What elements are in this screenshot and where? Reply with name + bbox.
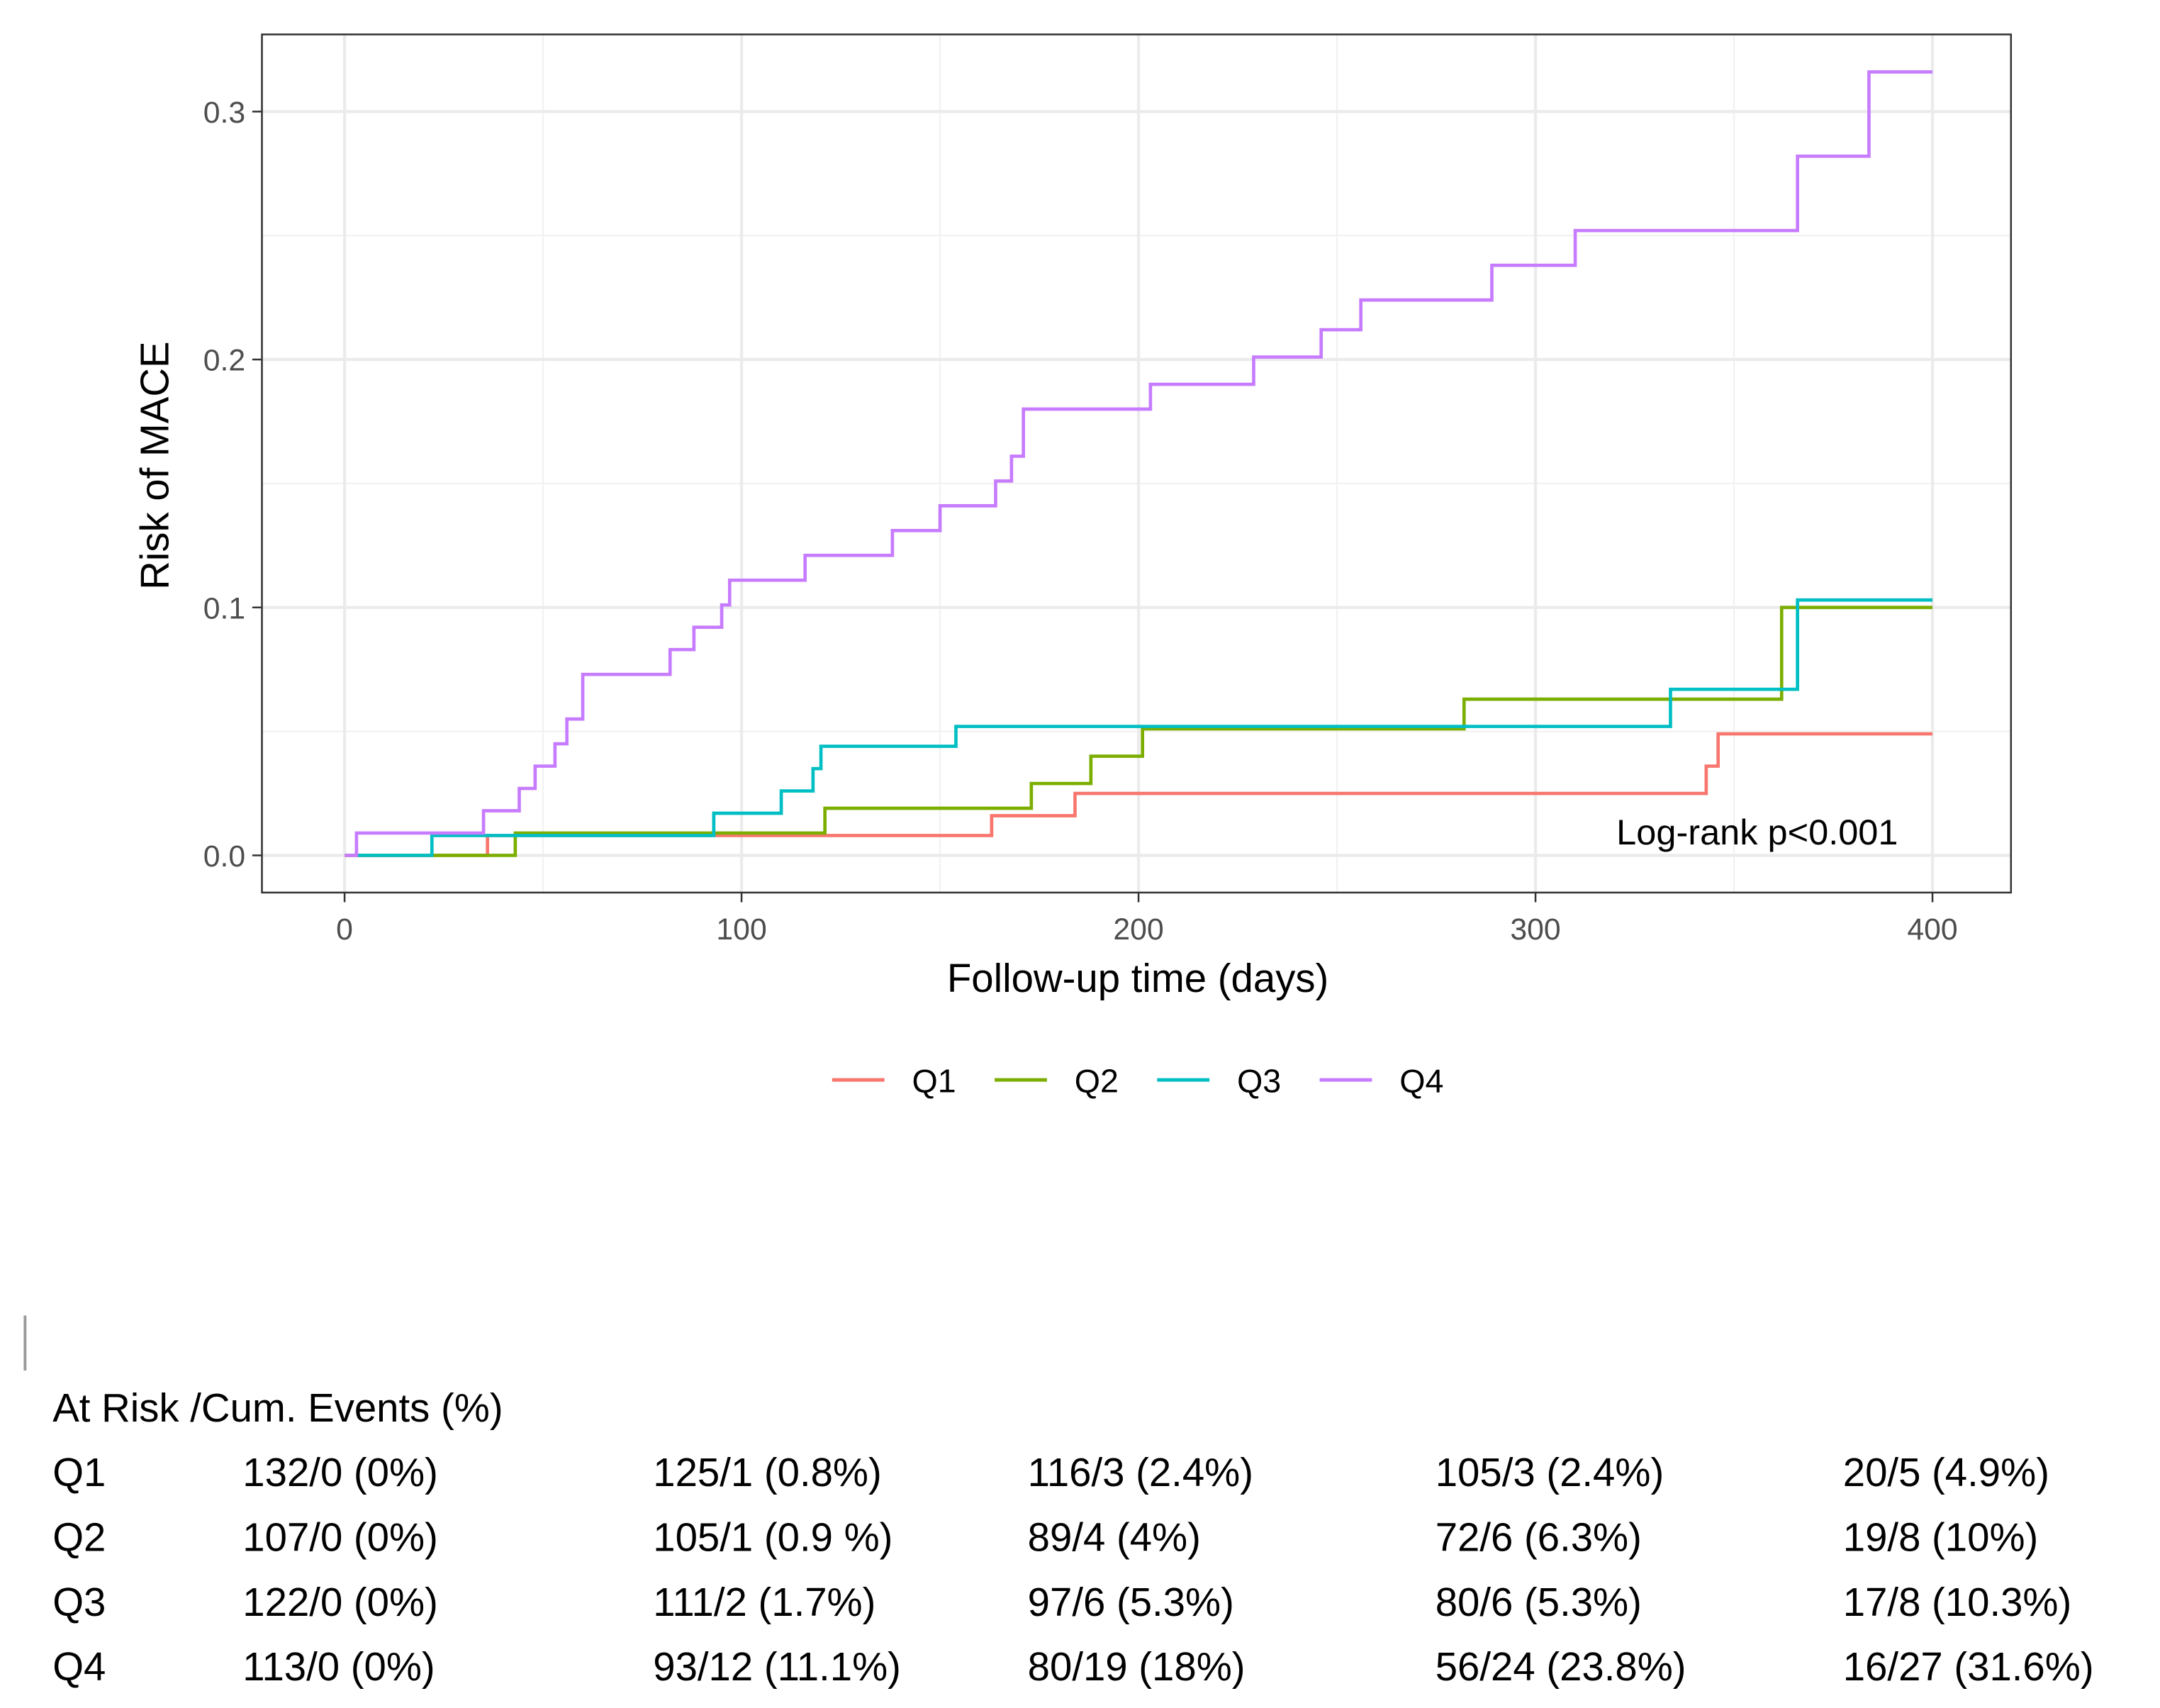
legend-label: Q2 bbox=[1075, 1063, 1119, 1100]
legend: Q1 Q2 Q3 Q4 bbox=[832, 1063, 1443, 1100]
grid bbox=[262, 34, 2011, 893]
row-label: Q3 bbox=[52, 1580, 106, 1624]
annotation-logrank: Log-rank p<0.001 bbox=[1616, 812, 1898, 852]
x-axis-label: Follow-up time (days) bbox=[947, 956, 1328, 1000]
risk-table-row: Q2 107/0 (0%) 105/1 (0.9 %) 89/4 (4%) 72/6 (… bbox=[52, 1515, 2038, 1560]
legend-label: Q1 bbox=[912, 1063, 956, 1100]
risk-table-header: At Risk /Cum. Events (%) bbox=[52, 1385, 503, 1430]
risk-table-row: Q3 122/0 (0%) 111/2 (1.7%) 97/6 (5.3%) 80/6 … bbox=[52, 1580, 2071, 1624]
x-tick-label: 200 bbox=[1113, 912, 1163, 947]
x-tick-label: 300 bbox=[1510, 912, 1560, 947]
legend-label: Q4 bbox=[1399, 1063, 1443, 1100]
y-tick-label: 0.0 bbox=[203, 839, 245, 873]
legend-label: Q3 bbox=[1237, 1063, 1281, 1100]
plot-panel-border bbox=[261, 33, 2013, 894]
x-tick-label: 100 bbox=[716, 912, 766, 947]
series-lines bbox=[345, 70, 1933, 857]
risk-table-cell: 113/0 (0%) bbox=[242, 1644, 435, 1689]
risk-table-cell: 93/12 (11.1%) bbox=[653, 1644, 901, 1689]
series-line-q3 bbox=[356, 598, 1933, 857]
risk-table-cell: 122/0 (0%) bbox=[242, 1580, 438, 1624]
risk-table-cell: 111/2 (1.7%) bbox=[653, 1580, 875, 1624]
risk-table-cell: 16/27 (31.6%) bbox=[1843, 1644, 2094, 1689]
risk-table-cell: 107/0 (0%) bbox=[242, 1515, 438, 1560]
risk-table-cell: 56/24 (23.8%) bbox=[1436, 1644, 1686, 1689]
risk-table-cell: 80/6 (5.3%) bbox=[1436, 1580, 1642, 1624]
risk-table-cell: 132/0 (0%) bbox=[242, 1450, 438, 1495]
risk-table-row: Q1 132/0 (0%) 125/1 (0.8%) 116/3 (2.4%) 105/… bbox=[52, 1450, 2049, 1495]
risk-table-cell: 89/4 (4%) bbox=[1028, 1515, 1201, 1560]
risk-table-cell: 72/6 (6.3%) bbox=[1436, 1515, 1642, 1560]
row-label: Q4 bbox=[52, 1644, 106, 1689]
risk-table-row: Q4 113/0 (0%) 93/12 (11.1%) 80/19 (18%) 56/2… bbox=[52, 1644, 2093, 1689]
series-line-q4 bbox=[345, 70, 1933, 857]
series-line-q1 bbox=[345, 732, 1933, 857]
risk-table-cell: 19/8 (10%) bbox=[1843, 1515, 2039, 1560]
row-label: Q1 bbox=[52, 1450, 106, 1495]
risk-table-cell: 17/8 (10.3%) bbox=[1843, 1580, 2072, 1624]
x-tick-label: 400 bbox=[1907, 912, 1957, 947]
x-tick-label: 0 bbox=[336, 912, 353, 947]
risk-table-cell: 80/19 (18%) bbox=[1028, 1644, 1246, 1689]
row-label: Q2 bbox=[52, 1515, 106, 1560]
risk-table: Q1 132/0 (0%) 125/1 (0.8%) 116/3 (2.4%) 105/… bbox=[52, 1450, 2093, 1689]
series-line-q2 bbox=[345, 605, 1933, 857]
y-tick-label: 0.1 bbox=[203, 591, 245, 625]
y-axis-label: Risk of MACE bbox=[132, 341, 177, 590]
risk-table-cell: 105/1 (0.9 %) bbox=[653, 1515, 892, 1560]
risk-table-cell: 97/6 (5.3%) bbox=[1028, 1580, 1234, 1624]
risk-table-cell: 105/3 (2.4%) bbox=[1436, 1450, 1664, 1495]
risk-table-cell: 116/3 (2.4%) bbox=[1028, 1450, 1253, 1495]
axis-ticks: 0 100 200 300 400 0.0 0.1 0.2 0.3 bbox=[203, 96, 1958, 947]
y-tick-label: 0.3 bbox=[203, 96, 245, 130]
y-tick-label: 0.2 bbox=[203, 344, 245, 378]
risk-table-cell: 20/5 (4.9%) bbox=[1843, 1450, 2049, 1495]
plot-background bbox=[262, 34, 2011, 893]
risk-table-cell: 125/1 (0.8%) bbox=[653, 1450, 882, 1495]
